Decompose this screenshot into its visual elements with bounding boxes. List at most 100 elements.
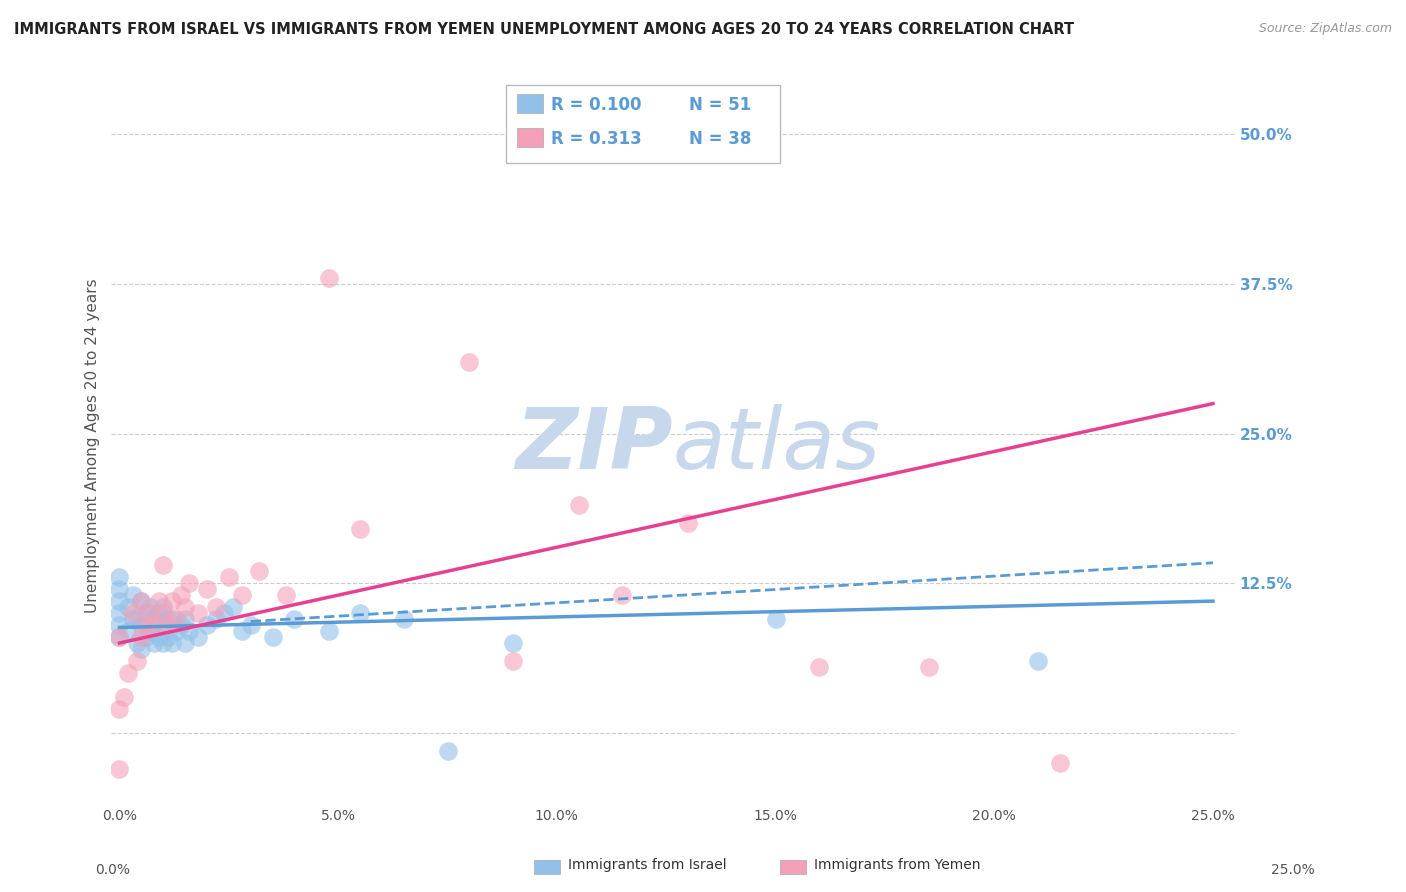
Point <box>135 606 157 620</box>
Point <box>174 612 197 626</box>
Point <box>148 606 170 620</box>
Text: ZIP: ZIP <box>515 404 673 487</box>
Point <box>676 516 699 531</box>
Point <box>139 600 162 615</box>
Point <box>121 612 143 626</box>
Point <box>160 612 183 626</box>
Point <box>131 630 153 644</box>
Point <box>108 630 131 644</box>
Point <box>231 624 253 638</box>
Text: R = 0.100: R = 0.100 <box>551 96 641 114</box>
Point <box>195 582 218 596</box>
Point <box>139 606 162 620</box>
Point <box>808 660 831 674</box>
Text: 25.0%: 25.0% <box>1271 863 1315 878</box>
Point <box>152 606 174 620</box>
Point <box>458 354 481 368</box>
Point <box>143 618 166 632</box>
Point <box>135 630 157 644</box>
Point <box>231 588 253 602</box>
Point <box>165 612 187 626</box>
Point <box>165 624 187 638</box>
Point <box>174 600 197 615</box>
Text: N = 51: N = 51 <box>689 96 751 114</box>
Point <box>218 570 240 584</box>
Point <box>274 588 297 602</box>
Point <box>156 630 179 644</box>
Point <box>174 636 197 650</box>
Text: Immigrants from Yemen: Immigrants from Yemen <box>814 858 980 872</box>
Point <box>135 618 157 632</box>
Text: Immigrants from Israel: Immigrants from Israel <box>568 858 727 872</box>
Point <box>318 271 340 285</box>
Point <box>125 612 148 626</box>
Point <box>121 588 143 602</box>
Point <box>917 660 939 674</box>
Point <box>349 606 371 620</box>
Point <box>117 624 139 638</box>
Point <box>148 594 170 608</box>
Point <box>112 690 135 704</box>
Point <box>125 654 148 668</box>
Point <box>502 654 524 668</box>
Point <box>187 606 209 620</box>
Point <box>249 564 271 578</box>
Point <box>612 588 634 602</box>
Point <box>765 612 787 626</box>
Point <box>108 702 131 716</box>
Point <box>143 636 166 650</box>
Y-axis label: Unemployment Among Ages 20 to 24 years: Unemployment Among Ages 20 to 24 years <box>86 278 100 613</box>
Point <box>318 624 340 638</box>
Point <box>131 618 153 632</box>
Point <box>131 642 153 657</box>
Point <box>148 630 170 644</box>
Point <box>349 522 371 536</box>
Point <box>179 624 201 638</box>
Point <box>131 594 153 608</box>
Text: atlas: atlas <box>673 404 880 487</box>
Point <box>1049 756 1071 770</box>
Point <box>1026 654 1049 668</box>
Point <box>392 612 415 626</box>
Point <box>121 606 143 620</box>
Point <box>179 576 201 591</box>
Point <box>214 606 236 620</box>
Point <box>108 630 131 644</box>
Point <box>170 588 193 602</box>
Text: 0.0%: 0.0% <box>96 863 131 878</box>
Point <box>108 606 131 620</box>
Point <box>117 600 139 615</box>
Point <box>108 570 131 584</box>
Point <box>125 636 148 650</box>
Point <box>222 600 245 615</box>
Text: R = 0.313: R = 0.313 <box>551 130 643 148</box>
Point <box>108 582 131 596</box>
Point <box>156 618 179 632</box>
Point <box>152 558 174 573</box>
Point <box>187 630 209 644</box>
Point <box>117 665 139 680</box>
Point <box>283 612 305 626</box>
Point <box>152 636 174 650</box>
Point <box>436 744 458 758</box>
Point <box>568 499 591 513</box>
Point <box>195 618 218 632</box>
Point <box>108 762 131 776</box>
Point <box>108 618 131 632</box>
Text: Source: ZipAtlas.com: Source: ZipAtlas.com <box>1258 22 1392 36</box>
Point <box>160 636 183 650</box>
Point <box>139 624 162 638</box>
Point <box>502 636 524 650</box>
Point <box>262 630 284 644</box>
Point <box>143 612 166 626</box>
Point <box>170 618 193 632</box>
Point <box>152 600 174 615</box>
Point <box>204 600 226 615</box>
Point <box>156 612 179 626</box>
Point <box>239 618 262 632</box>
Point <box>204 612 226 626</box>
Point <box>108 594 131 608</box>
Text: IMMIGRANTS FROM ISRAEL VS IMMIGRANTS FROM YEMEN UNEMPLOYMENT AMONG AGES 20 TO 24: IMMIGRANTS FROM ISRAEL VS IMMIGRANTS FRO… <box>14 22 1074 37</box>
Text: N = 38: N = 38 <box>689 130 751 148</box>
Point <box>152 618 174 632</box>
